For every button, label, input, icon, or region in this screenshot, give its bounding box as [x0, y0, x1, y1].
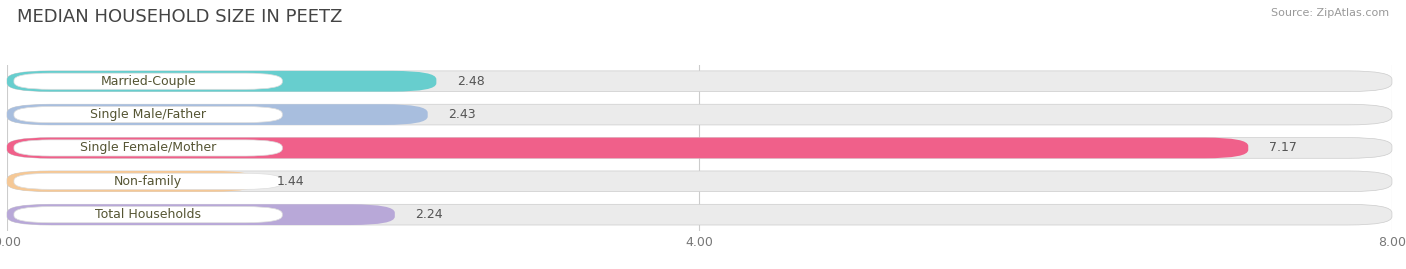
- FancyBboxPatch shape: [14, 73, 283, 89]
- FancyBboxPatch shape: [14, 107, 283, 123]
- Text: Source: ZipAtlas.com: Source: ZipAtlas.com: [1271, 8, 1389, 18]
- Text: 2.43: 2.43: [449, 108, 477, 121]
- Text: Single Female/Mother: Single Female/Mother: [80, 141, 217, 154]
- FancyBboxPatch shape: [7, 71, 1392, 91]
- Text: 1.44: 1.44: [277, 175, 305, 188]
- FancyBboxPatch shape: [7, 171, 1392, 192]
- FancyBboxPatch shape: [7, 104, 427, 125]
- FancyBboxPatch shape: [14, 140, 283, 156]
- Text: MEDIAN HOUSEHOLD SIZE IN PEETZ: MEDIAN HOUSEHOLD SIZE IN PEETZ: [17, 8, 342, 26]
- Text: 2.24: 2.24: [416, 208, 443, 221]
- Text: Married-Couple: Married-Couple: [100, 75, 195, 88]
- Text: 2.48: 2.48: [457, 75, 485, 88]
- FancyBboxPatch shape: [14, 207, 283, 223]
- Text: Non-family: Non-family: [114, 175, 183, 188]
- FancyBboxPatch shape: [7, 71, 436, 91]
- Text: Total Households: Total Households: [96, 208, 201, 221]
- FancyBboxPatch shape: [7, 204, 395, 225]
- FancyBboxPatch shape: [7, 204, 1392, 225]
- Text: Single Male/Father: Single Male/Father: [90, 108, 207, 121]
- FancyBboxPatch shape: [7, 138, 1249, 158]
- FancyBboxPatch shape: [14, 173, 283, 189]
- FancyBboxPatch shape: [7, 104, 1392, 125]
- FancyBboxPatch shape: [7, 138, 1392, 158]
- Text: 7.17: 7.17: [1270, 141, 1296, 154]
- FancyBboxPatch shape: [7, 171, 256, 192]
